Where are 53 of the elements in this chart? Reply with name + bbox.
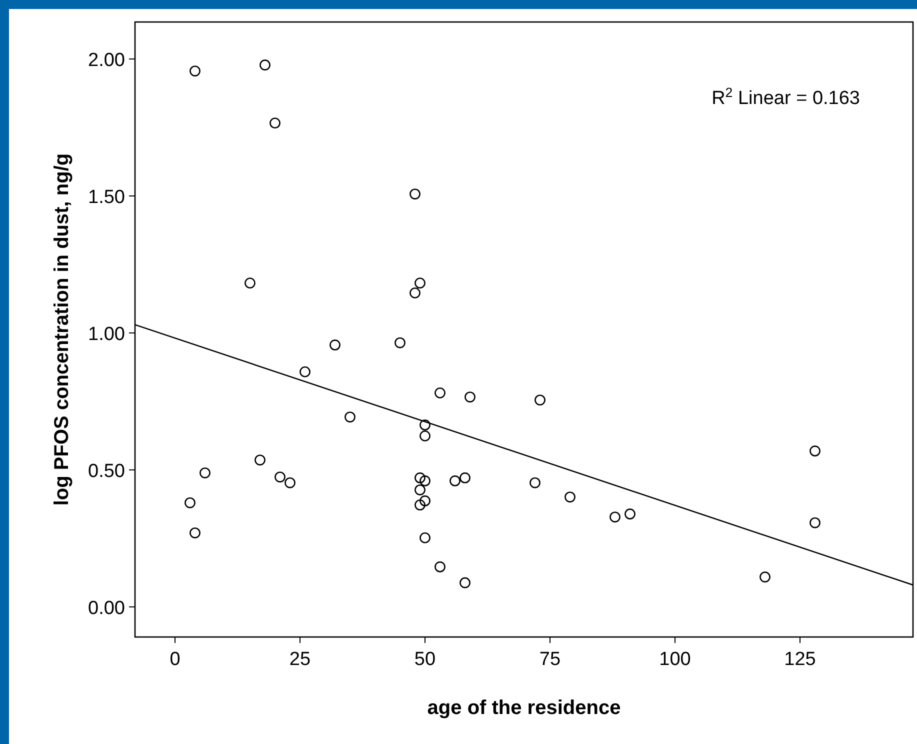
point [530,477,540,488]
point [564,492,576,502]
point [300,366,310,378]
point [810,446,820,456]
point [410,287,420,298]
point [434,387,446,398]
point [190,66,200,76]
point [190,527,200,538]
point [254,454,266,466]
y-axis-title: log PFOS concentration in dust, ng/g [51,153,73,506]
point [450,475,460,486]
x-tick-label: 50 [414,649,436,670]
x-tick-label: 0 [170,649,180,670]
x-axis-title: age of the residence [427,697,621,719]
point [624,508,636,520]
x-tick-label: 125 [784,649,816,670]
point [420,495,430,506]
annotation: R$^{2}$ Linear = 0.163 [712,84,860,109]
point [284,477,296,488]
point [420,532,430,544]
point [184,497,196,508]
point [274,472,286,482]
point [394,337,406,348]
point [434,561,446,572]
point [414,500,426,510]
point [414,472,426,484]
point [420,420,430,430]
point [260,60,270,70]
point [610,512,620,522]
y-tick-label: 0.50 [88,460,125,482]
point [344,412,356,422]
x-tick-label: 25 [289,649,311,670]
point [330,340,340,350]
point [200,467,210,478]
point [760,572,770,582]
point [810,517,820,528]
point [244,278,256,289]
y-tick-label: 0.00 [88,598,125,619]
y-tick-label: 1.50 [88,186,125,208]
y-tick-label: 1.00 [88,324,125,345]
point [534,394,546,406]
y-tick-label: 2.00 [88,50,125,71]
point [414,484,426,496]
point [460,577,470,588]
point [420,430,430,442]
point [414,278,426,289]
point [420,475,430,486]
point [464,392,476,402]
point [270,118,280,129]
x-tick-label: 100 [659,649,691,670]
point [460,472,470,484]
point [410,188,420,200]
x-tick-label: 75 [539,649,561,670]
